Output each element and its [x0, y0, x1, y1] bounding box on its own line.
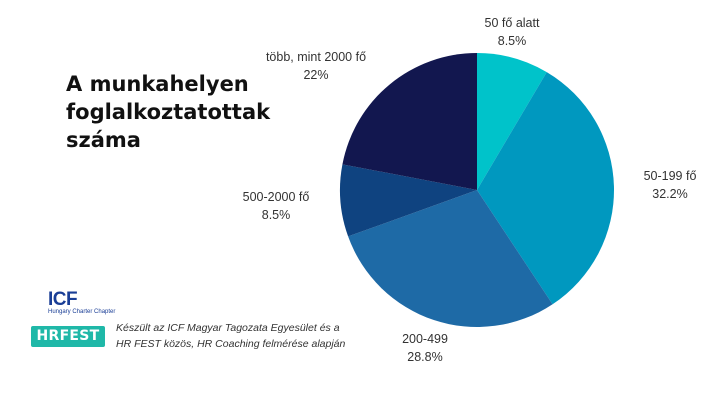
pie-slices	[340, 53, 615, 328]
slice-label-1: 50 fő alatt	[485, 16, 540, 30]
slice-label-5: több, mint 2000 fő	[266, 50, 366, 64]
pie-slice-4	[340, 164, 477, 237]
source-credit: Készült az ICF Magyar Tagozata Egyesület…	[116, 322, 346, 350]
hrfest-logo: HRFEST	[31, 326, 105, 347]
pie-slice-2	[477, 72, 615, 305]
icf-logo: ICF Hungary Charter Chapter	[48, 289, 116, 316]
pie-slice-1	[477, 53, 547, 190]
slice-label-2: 50-199 fő	[644, 169, 697, 183]
pie-slice-5	[342, 53, 477, 190]
slice-value-2: 32.2%	[652, 187, 687, 201]
slice-value-1: 8.5%	[498, 34, 527, 48]
slice-value-3: 28.8%	[407, 350, 442, 364]
slice-label-4: 500-2000 fő	[243, 190, 310, 204]
pie-slice-3	[348, 190, 553, 328]
slice-value-5: 22%	[303, 68, 328, 82]
pie-labels: 50 fő alatt 8.5% 50-199 fő 32.2% 200-499 28.8…	[243, 16, 697, 364]
icf-logo-subtitle: Hungary Charter Chapter	[48, 309, 116, 315]
page-title: A munkahelyen foglalkoztatottak száma	[66, 72, 271, 152]
slice-value-4: 8.5%	[262, 208, 291, 222]
icf-logo-text: ICF	[48, 289, 78, 310]
slice-label-3: 200-499	[402, 332, 448, 346]
